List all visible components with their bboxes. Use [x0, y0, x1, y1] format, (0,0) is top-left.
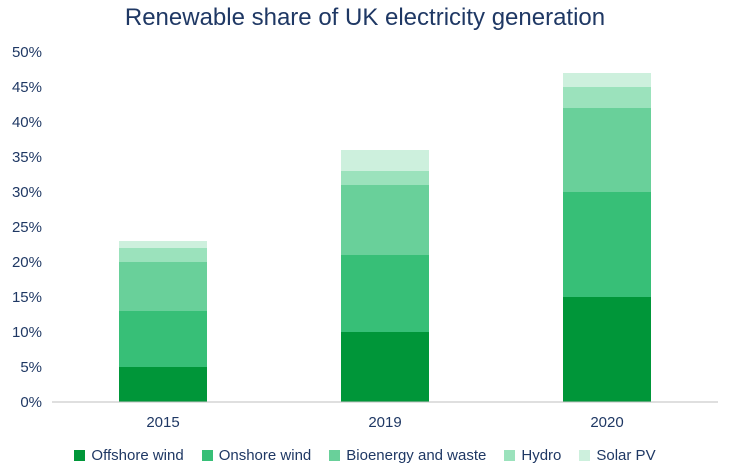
plot-area: 0% 5% 10% 15% 20% 25% 30% 35% 40% 45% 50% 2015 2019 2… — [12, 44, 718, 431]
y-tick-label: 30% — [12, 184, 42, 201]
y-tick-label: 35% — [12, 149, 42, 166]
y-tick-label: 45% — [12, 79, 42, 96]
bar-segment — [119, 262, 207, 311]
legend: Offshore wind Onshore wind Bioenergy and w… — [0, 447, 730, 464]
bar-segment — [119, 248, 207, 262]
legend-label: Onshore wind — [218, 447, 312, 464]
legend-label: Hydro — [521, 447, 562, 464]
legend-label: Bioenergy and waste — [346, 447, 487, 464]
chart-title: Renewable share of UK electricity genera… — [124, 4, 606, 31]
y-tick-label: 20% — [12, 254, 42, 271]
y-tick-label: 50% — [12, 44, 42, 61]
bar-segment — [563, 108, 651, 192]
legend-item: Solar PV — [579, 447, 656, 464]
x-tick-label: 2019 — [368, 414, 401, 431]
bar-segment — [563, 192, 651, 297]
y-tick-label: 0% — [20, 394, 42, 411]
y-tick-label: 25% — [12, 219, 42, 236]
y-tick-label: 10% — [12, 324, 42, 341]
y-tick-label: 40% — [12, 114, 42, 131]
bar-segment — [341, 171, 429, 185]
bar-segment — [563, 297, 651, 402]
bar-segment — [119, 241, 207, 248]
legend-label: Offshore wind — [91, 447, 184, 464]
y-tick-label: 5% — [20, 359, 42, 376]
legend-item: Offshore wind — [74, 447, 184, 464]
legend-item: Bioenergy and waste — [329, 447, 486, 464]
legend-item: Hydro — [504, 447, 561, 464]
bar-segment — [563, 73, 651, 87]
x-tick-label: 2020 — [590, 414, 623, 431]
bar-segment — [341, 150, 429, 171]
legend-swatch — [504, 450, 516, 461]
legend-swatch — [74, 450, 86, 461]
bar-segment — [563, 87, 651, 108]
legend-swatch — [201, 450, 213, 461]
bar-segment — [119, 311, 207, 367]
bar-segment — [341, 185, 429, 255]
x-tick-label: 2015 — [146, 414, 179, 431]
legend-swatch — [579, 450, 591, 461]
bar-segment — [341, 255, 429, 332]
legend-swatch — [329, 450, 341, 461]
legend-label: Solar PV — [596, 447, 656, 464]
bar-segment — [119, 367, 207, 402]
y-tick-label: 15% — [12, 289, 42, 306]
legend-item: Onshore wind — [201, 447, 312, 464]
bar-segment — [341, 332, 429, 402]
